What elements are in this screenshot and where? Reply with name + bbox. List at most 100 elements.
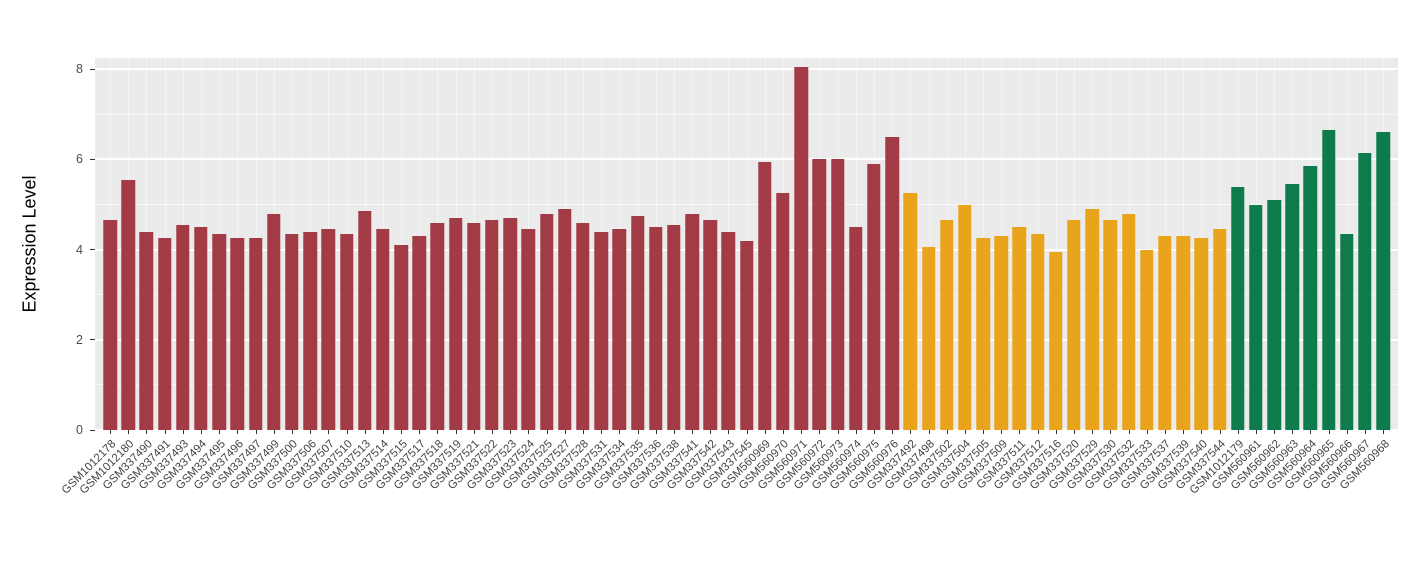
bar bbox=[648, 227, 663, 430]
x-axis-tick bbox=[546, 430, 548, 434]
x-axis-tick bbox=[437, 430, 439, 434]
bar-slot bbox=[1029, 58, 1047, 430]
x-axis-tick bbox=[1365, 430, 1367, 434]
x-axis-cell: GSM337505 bbox=[937, 430, 992, 578]
bar-slot bbox=[538, 58, 556, 430]
bar bbox=[230, 238, 245, 430]
x-axis-tick bbox=[364, 430, 366, 434]
bar-slot bbox=[101, 58, 119, 430]
bar bbox=[412, 236, 427, 430]
x-axis-cell: GSM560976 bbox=[846, 430, 901, 578]
bar bbox=[285, 233, 299, 430]
x-axis-cell: GSM337516 bbox=[1010, 430, 1065, 578]
x-axis-cell: GSM560966 bbox=[1301, 430, 1356, 578]
bar-slot bbox=[647, 58, 665, 430]
bar-slot bbox=[447, 58, 465, 430]
bar bbox=[376, 229, 390, 430]
bar bbox=[939, 220, 954, 430]
gridline-vertical bbox=[1146, 58, 1148, 430]
x-axis-tick bbox=[1219, 430, 1221, 434]
bar bbox=[248, 238, 263, 430]
bar bbox=[1121, 213, 1136, 430]
bar-slot bbox=[610, 58, 628, 430]
bar bbox=[794, 67, 808, 430]
x-axis-tick bbox=[692, 430, 694, 434]
x-axis-cell: GSM337502 bbox=[901, 430, 956, 578]
bar-slot bbox=[792, 58, 810, 430]
x-axis-cell: GSM337539 bbox=[1137, 430, 1192, 578]
bar-slot bbox=[1083, 58, 1101, 430]
bar-slot bbox=[319, 58, 337, 430]
bar bbox=[521, 229, 536, 430]
bar bbox=[1194, 238, 1209, 430]
bar bbox=[1321, 130, 1336, 430]
x-axis-tick bbox=[1128, 430, 1130, 434]
x-axis-cell: GSM337490 bbox=[101, 430, 155, 578]
bar-slot bbox=[1156, 58, 1174, 430]
bar bbox=[1012, 227, 1027, 430]
x-axis-tick bbox=[582, 430, 584, 434]
bar-slot bbox=[519, 58, 537, 430]
x-axis-tick bbox=[237, 430, 239, 434]
bar bbox=[685, 213, 699, 430]
bar-slot bbox=[901, 58, 919, 430]
x-axis-cell: GSM337535 bbox=[592, 430, 646, 578]
bar-slot bbox=[701, 58, 719, 430]
x-axis-tick bbox=[146, 430, 148, 434]
x-axis-tick bbox=[728, 430, 730, 434]
x-axis-cell: GSM560965 bbox=[1283, 430, 1338, 578]
bar bbox=[321, 229, 336, 430]
bar bbox=[1085, 209, 1099, 430]
x-axis-tick bbox=[1146, 430, 1148, 434]
x-axis-cell: GSM560975 bbox=[828, 430, 883, 578]
x-axis-cell: GSM337497 bbox=[210, 430, 265, 578]
bar bbox=[339, 233, 354, 430]
x-axis-tick bbox=[1055, 430, 1057, 434]
bar-slot bbox=[628, 58, 646, 430]
bar-slot bbox=[301, 58, 319, 430]
bar bbox=[448, 218, 463, 430]
bar-slot bbox=[1301, 58, 1319, 430]
bar bbox=[867, 163, 881, 430]
x-axis-cell: GSM337521 bbox=[428, 430, 483, 578]
x-axis-cell: GSM337513 bbox=[319, 430, 374, 578]
bar bbox=[157, 238, 172, 430]
bar-slot bbox=[1265, 58, 1283, 430]
bar bbox=[630, 215, 645, 430]
x-axis-cell: GSM337543 bbox=[683, 430, 737, 578]
x-axis-tick bbox=[510, 430, 512, 434]
x-axis-tick bbox=[1183, 430, 1185, 434]
x-axis-cell: GSM337540 bbox=[1156, 430, 1210, 578]
x-axis-tick bbox=[1019, 430, 1021, 434]
x-axis-cell: GSM337514 bbox=[337, 430, 392, 578]
bar bbox=[357, 211, 372, 430]
x-axis-tick bbox=[1237, 430, 1239, 434]
x-axis-cell: GSM560971 bbox=[756, 430, 810, 578]
x-axis-cell: GSM337507 bbox=[283, 430, 337, 578]
bar bbox=[812, 159, 827, 430]
bar-slot bbox=[1174, 58, 1192, 430]
bar bbox=[1358, 152, 1372, 430]
x-axis-cell: GSM337520 bbox=[1028, 430, 1083, 578]
bar bbox=[503, 218, 517, 430]
x-axis-cell: GSM560964 bbox=[1265, 430, 1319, 578]
x-axis-cell: GSM337527 bbox=[519, 430, 574, 578]
x-axis-cell: GSM337528 bbox=[537, 430, 592, 578]
bar bbox=[1340, 233, 1354, 430]
x-axis-cell: GSM337538 bbox=[628, 430, 683, 578]
x-axis-cell: GSM337531 bbox=[555, 430, 610, 578]
x-axis-tick bbox=[382, 430, 384, 434]
x-axis-cell: GSM337523 bbox=[465, 430, 519, 578]
x-axis-tick bbox=[910, 430, 912, 434]
bar-slot bbox=[992, 58, 1010, 430]
bar bbox=[1230, 186, 1245, 430]
x-axis-cell: GSM560968 bbox=[1338, 430, 1392, 578]
x-axis-cell: GSM337517 bbox=[374, 430, 428, 578]
bar bbox=[539, 213, 554, 430]
x-axis-tick bbox=[219, 430, 221, 434]
x-axis-tick bbox=[528, 430, 530, 434]
y-axis: 0 2 4 6 8 bbox=[0, 58, 95, 437]
bar bbox=[103, 220, 117, 430]
x-axis-tick bbox=[1310, 430, 1312, 434]
bar-slot bbox=[574, 58, 592, 430]
